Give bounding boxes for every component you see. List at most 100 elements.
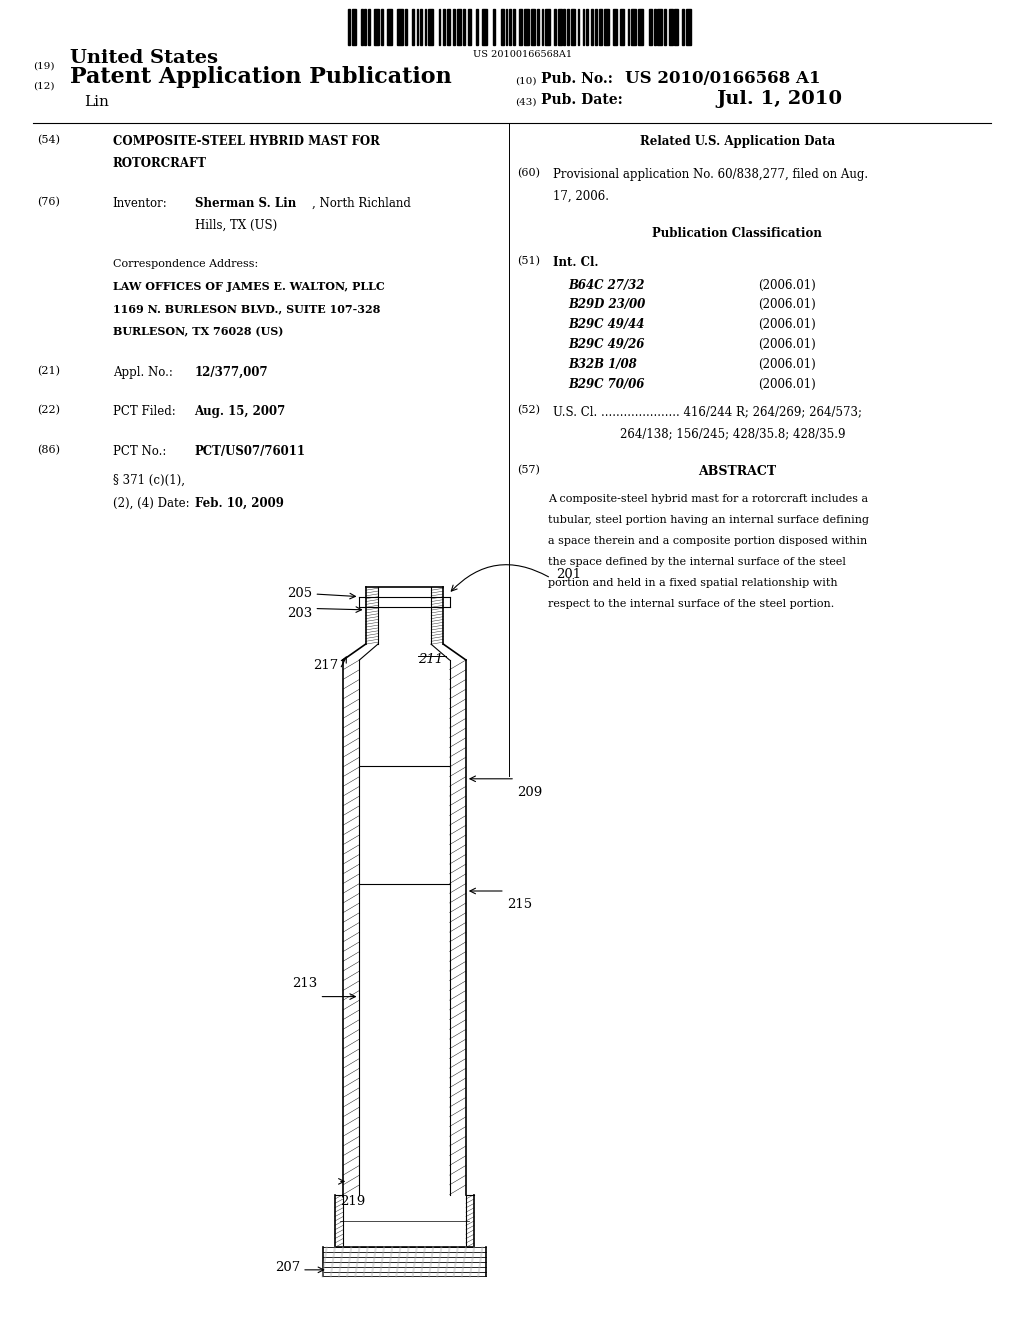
Text: tubular, steel portion having an internal surface defining: tubular, steel portion having an interna… [548, 515, 868, 525]
Bar [457, 9, 461, 45]
Bar [628, 9, 630, 45]
Bar [604, 9, 609, 45]
Text: (2006.01): (2006.01) [758, 358, 815, 371]
Text: § 371 (c)(1),: § 371 (c)(1), [113, 474, 184, 487]
Text: Related U.S. Application Data: Related U.S. Application Data [640, 135, 835, 148]
Bar [583, 9, 585, 45]
Text: (2006.01): (2006.01) [758, 338, 815, 351]
Bar [571, 9, 575, 45]
Text: the space defined by the internal surface of the steel: the space defined by the internal surfac… [548, 557, 846, 568]
Text: (60): (60) [517, 168, 540, 178]
Bar [537, 9, 540, 45]
Text: Pub. Date:: Pub. Date: [541, 94, 623, 107]
Text: Lin: Lin [84, 95, 109, 108]
Bar [506, 9, 508, 45]
Bar [374, 9, 379, 45]
Text: COMPOSITE-STEEL HYBRID MAST FOR: COMPOSITE-STEEL HYBRID MAST FOR [113, 135, 380, 148]
Bar [595, 9, 597, 45]
Bar [501, 9, 504, 45]
Bar [493, 9, 496, 45]
Text: 219: 219 [340, 1195, 366, 1208]
Text: a space therein and a composite portion disposed within: a space therein and a composite portion … [548, 536, 867, 546]
Text: Int. Cl.: Int. Cl. [553, 256, 598, 269]
Bar [657, 9, 663, 45]
Text: 201: 201 [556, 568, 582, 581]
Text: (52): (52) [517, 405, 540, 416]
Bar [453, 9, 456, 45]
Text: 213: 213 [292, 977, 317, 990]
Bar [420, 9, 423, 45]
Text: Publication Classification: Publication Classification [652, 227, 822, 240]
Bar [361, 9, 362, 45]
Bar [599, 9, 602, 45]
Bar [654, 9, 655, 45]
Text: Aug. 15, 2007: Aug. 15, 2007 [195, 405, 286, 418]
Text: Feb. 10, 2009: Feb. 10, 2009 [195, 496, 284, 510]
Text: (12): (12) [33, 82, 54, 91]
Text: United States: United States [70, 49, 218, 67]
Bar [558, 9, 562, 45]
Text: (76): (76) [37, 197, 59, 207]
Text: portion and held in a fixed spatial relationship with: portion and held in a fixed spatial rela… [548, 578, 838, 589]
Text: B32B 1/08: B32B 1/08 [568, 358, 637, 371]
Text: Pub. No.:: Pub. No.: [541, 73, 612, 86]
Text: A composite-steel hybrid mast for a rotorcraft includes a: A composite-steel hybrid mast for a roto… [548, 494, 868, 504]
Text: 264/138; 156/245; 428/35.8; 428/35.9: 264/138; 156/245; 428/35.8; 428/35.9 [620, 428, 845, 441]
Text: US 2010/0166568 A1: US 2010/0166568 A1 [625, 70, 820, 87]
Text: Hills, TX (US): Hills, TX (US) [195, 219, 276, 232]
Bar [648, 9, 652, 45]
Bar [631, 9, 636, 45]
Text: (2006.01): (2006.01) [758, 298, 815, 312]
Bar [442, 9, 445, 45]
Text: PCT No.:: PCT No.: [113, 445, 166, 458]
Bar [686, 9, 691, 45]
Bar [682, 9, 684, 45]
Text: (2), (4) Date:: (2), (4) Date: [113, 496, 189, 510]
Bar [463, 9, 465, 45]
Bar [476, 9, 478, 45]
Text: 12/377,007: 12/377,007 [195, 366, 268, 379]
Bar [425, 9, 426, 45]
Text: (21): (21) [37, 366, 59, 376]
Bar [446, 9, 451, 45]
Text: (2006.01): (2006.01) [758, 318, 815, 331]
Text: 205: 205 [287, 587, 312, 601]
Bar [365, 9, 366, 45]
Text: 1169 N. BURLESON BLVD., SUITE 107-328: 1169 N. BURLESON BLVD., SUITE 107-328 [113, 304, 380, 314]
Bar [545, 9, 550, 45]
Text: (57): (57) [517, 465, 540, 475]
Text: B29C 49/26: B29C 49/26 [568, 338, 645, 351]
Text: 203: 203 [287, 607, 312, 620]
Bar [592, 9, 593, 45]
Bar [621, 9, 625, 45]
Bar [542, 9, 544, 45]
Bar [567, 9, 569, 45]
Text: 217: 217 [312, 659, 338, 672]
Bar [509, 9, 511, 45]
Text: B29C 70/06: B29C 70/06 [568, 378, 645, 391]
Text: (19): (19) [33, 62, 54, 71]
Text: BURLESON, TX 76028 (US): BURLESON, TX 76028 (US) [113, 326, 283, 337]
Bar [406, 9, 407, 45]
Bar [348, 9, 350, 45]
Text: respect to the internal surface of the steel portion.: respect to the internal surface of the s… [548, 599, 835, 610]
Bar [519, 9, 521, 45]
Bar [586, 9, 588, 45]
Text: B64C 27/32: B64C 27/32 [568, 279, 645, 292]
Bar [669, 9, 673, 45]
Bar [638, 9, 643, 45]
Bar [397, 9, 402, 45]
Bar [381, 9, 383, 45]
Text: Appl. No.:: Appl. No.: [113, 366, 172, 379]
Text: PCT Filed:: PCT Filed: [113, 405, 175, 418]
Bar [368, 9, 370, 45]
Bar [387, 9, 392, 45]
Text: (54): (54) [37, 135, 59, 145]
Bar [665, 9, 667, 45]
Text: (2006.01): (2006.01) [758, 378, 815, 391]
Bar [482, 9, 487, 45]
Text: Sherman S. Lin: Sherman S. Lin [195, 197, 296, 210]
Text: Provisional application No. 60/838,277, filed on Aug.: Provisional application No. 60/838,277, … [553, 168, 868, 181]
Bar [524, 9, 529, 45]
Text: B29C 49/44: B29C 49/44 [568, 318, 645, 331]
